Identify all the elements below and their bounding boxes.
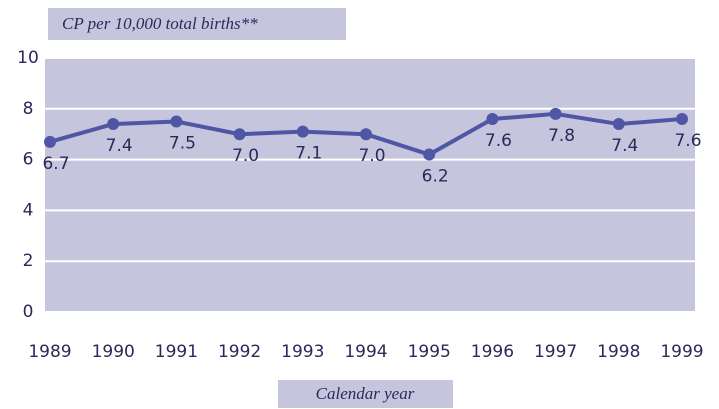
point [612,118,625,131]
data-label: 6.7 [42,154,69,174]
data-label: 7.1 [295,144,322,164]
y-tick-label: 0 [23,302,34,322]
x-axis-label: Calendar year [316,384,415,403]
x-tick-label: 1997 [534,342,577,362]
y-tick-label: 4 [23,200,34,220]
x-tick-label: 1998 [597,342,640,362]
data-label: 7.4 [106,136,133,156]
chart-title: CP per 10,000 total births** [62,14,258,33]
data-label: 7.0 [232,146,259,166]
x-tick-label: 1999 [660,342,703,362]
x-tick-label: 1995 [408,342,451,362]
data-label: 7.0 [358,146,385,166]
point [549,107,562,120]
y-tick-label: 6 [23,150,34,170]
point [170,115,183,128]
point [486,112,499,125]
plot-area [45,58,695,312]
x-tick-label: 1989 [28,342,71,362]
data-label: 7.6 [674,131,701,151]
title-box [48,8,346,40]
data-label: 7.6 [485,131,512,151]
data-label: 7.8 [548,126,575,146]
y-tick-label: 2 [23,251,34,271]
point [423,148,436,161]
x-tick-label: 1994 [344,342,387,362]
x-tick-label: 1993 [281,342,324,362]
data-label: 6.2 [422,167,449,187]
x-tick-label: 1992 [218,342,261,362]
point [296,125,309,138]
x-tick-label: 1991 [155,342,198,362]
x-label-box [278,380,453,408]
point [107,118,120,131]
y-tick-label: 8 [23,99,34,119]
x-tick-label: 1996 [471,342,514,362]
point [233,128,246,141]
data-label: 7.4 [611,136,638,156]
point [44,135,56,148]
point [676,112,688,125]
data-label: 7.5 [169,134,196,154]
y-tick-label: 10 [17,48,39,68]
x-tick-label: 1990 [92,342,135,362]
point [360,128,372,141]
